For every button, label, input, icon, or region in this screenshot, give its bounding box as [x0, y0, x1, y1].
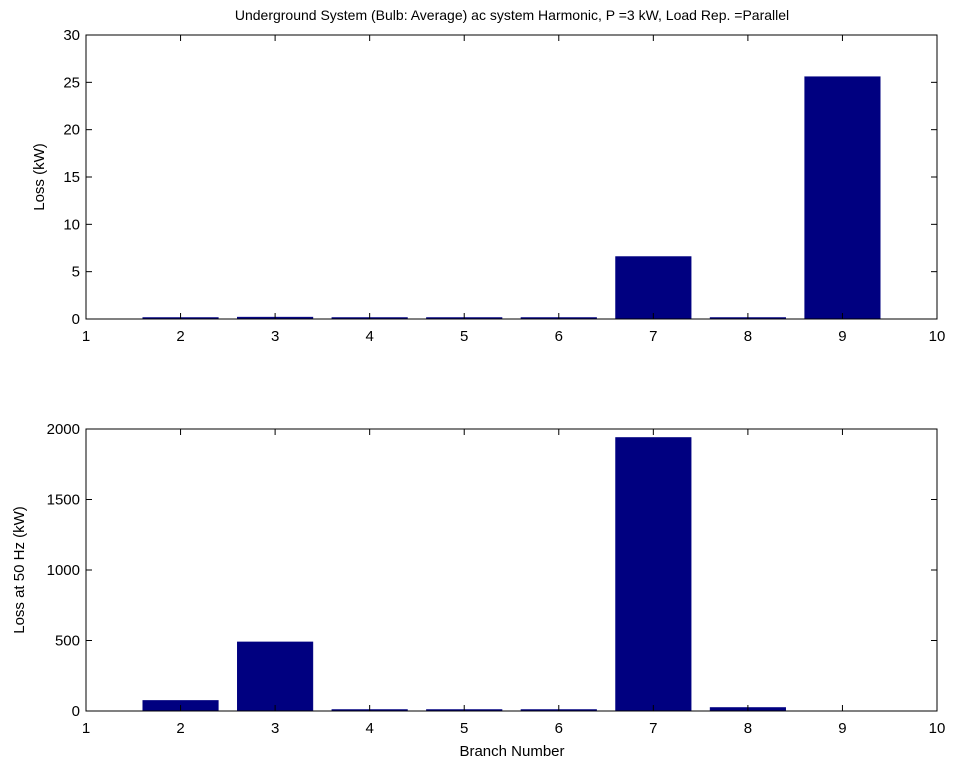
bottom-subplot: Loss at 50 Hz (kW) Branch Number 1 2 3 4 5 6 7…	[11, 421, 945, 760]
top-subplot: Loss (kW) 1 2 3 4 5 6 7 8 9 10 0 5 10 15 20 25 30	[31, 27, 945, 345]
top-y-tick-label-30: 30	[63, 27, 80, 44]
bottom-bar-7	[615, 437, 692, 712]
top-y-tick-label-10: 10	[63, 216, 80, 233]
bottom-y-tick-label-1500: 1500	[47, 492, 80, 509]
top-x-tick-label-7: 7	[649, 328, 657, 345]
bottom-x-tick-label-3: 3	[271, 720, 279, 737]
bottom-x-tick-label-9: 9	[838, 720, 846, 737]
bottom-axes-frame	[85, 428, 938, 712]
bottom-x-tick-label-8: 8	[744, 720, 752, 737]
bottom-y-tick-label-2000: 2000	[47, 421, 80, 438]
top-bar-9	[804, 76, 881, 320]
chart-title: Underground System (Bulb: Average) ac sy…	[235, 7, 789, 23]
bottom-x-tick-label-4: 4	[365, 720, 373, 737]
top-x-tick-label-1: 1	[82, 328, 90, 345]
top-bar-7	[615, 256, 692, 320]
bottom-x-tick-label-7: 7	[649, 720, 657, 737]
bottom-x-tick-label-10: 10	[929, 720, 946, 737]
top-x-tick-label-2: 2	[176, 328, 184, 345]
bottom-y-axis-label: Loss at 50 Hz (kW)	[11, 506, 28, 634]
top-y-tick-label-15: 15	[63, 169, 80, 186]
bottom-y-tick-label-0: 0	[72, 703, 80, 720]
top-x-tick-label-8: 8	[744, 328, 752, 345]
top-x-tick-label-4: 4	[365, 328, 373, 345]
bottom-x-tick-label-6: 6	[555, 720, 563, 737]
top-x-tick-label-5: 5	[460, 328, 468, 345]
top-y-tick-label-0: 0	[72, 311, 80, 328]
top-y-tick-label-25: 25	[63, 74, 80, 91]
bottom-y-tick-label-500: 500	[55, 633, 80, 650]
bottom-bar-3	[237, 641, 314, 712]
top-x-tick-label-9: 9	[838, 328, 846, 345]
bottom-y-tick-label-1000: 1000	[47, 562, 80, 579]
x-axis-label: Branch Number	[459, 743, 564, 760]
bottom-x-tick-label-1: 1	[82, 720, 90, 737]
top-x-tick-label-6: 6	[555, 328, 563, 345]
top-y-tick-label-5: 5	[72, 264, 80, 281]
top-x-tick-label-10: 10	[929, 328, 946, 345]
bottom-x-tick-label-5: 5	[460, 720, 468, 737]
top-y-tick-label-20: 20	[63, 122, 80, 139]
top-x-tick-label-3: 3	[271, 328, 279, 345]
top-y-axis-label: Loss (kW)	[31, 143, 48, 211]
bottom-x-tick-label-2: 2	[176, 720, 184, 737]
